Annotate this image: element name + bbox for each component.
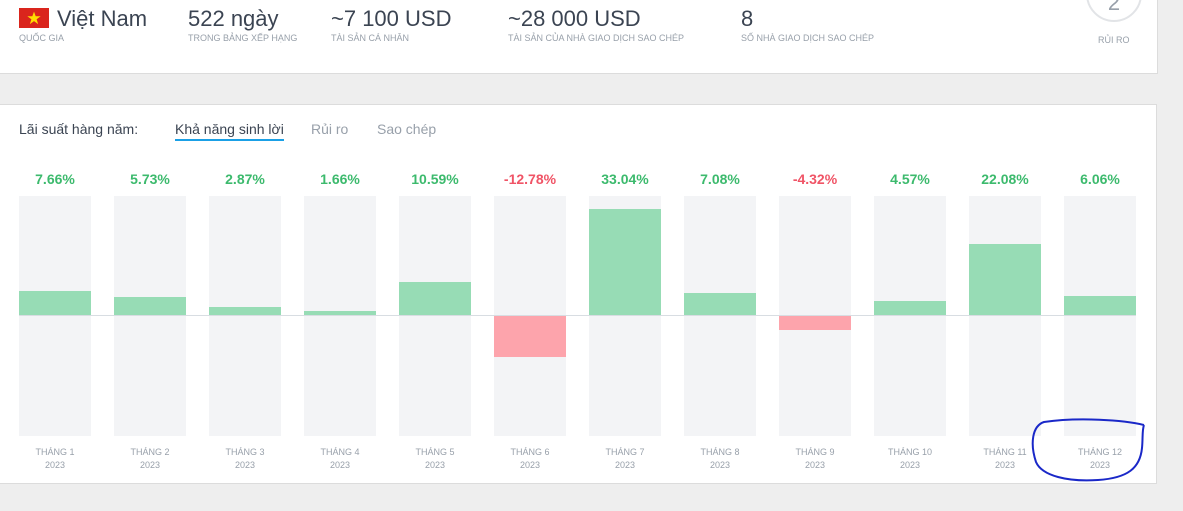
month-year: 2023 <box>899 460 921 470</box>
copier-assets-label: Tài sản của nhà giao dịch sao chép <box>508 33 685 43</box>
month-return-label: 4.57% <box>890 171 930 187</box>
month-return-bar <box>589 208 661 316</box>
month-axis-label: THÁNG 3 2023 <box>209 446 281 472</box>
month-name: THÁNG 2 <box>130 447 170 457</box>
month-axis-label: THÁNG 2 2023 <box>114 446 186 472</box>
month-return-bar <box>399 281 471 316</box>
tab-risk[interactable]: Rủi ro <box>311 121 349 137</box>
profitability-card: Lãi suất hàng năm: Khả năng sinh lời Rủi… <box>0 104 1157 484</box>
month-year: 2023 <box>994 460 1016 470</box>
month-bar-track[interactable] <box>304 196 376 436</box>
month-return-bar <box>19 291 91 316</box>
month-bar-track[interactable] <box>19 196 91 436</box>
month-return-bar <box>494 316 566 358</box>
days-label: Trong bảng xếp hạng <box>188 33 298 43</box>
days-value: 522 ngày <box>188 6 279 31</box>
month-return-label: 33.04% <box>601 171 649 187</box>
month-axis-label: THÁNG 10 2023 <box>874 446 946 472</box>
tab-copy[interactable]: Sao chép <box>377 121 437 137</box>
zero-baseline <box>19 315 1136 316</box>
personal-assets-label: Tài sản cá nhân <box>331 33 410 43</box>
month-return-label: 7.08% <box>700 171 740 187</box>
month-return-label: 1.66% <box>320 171 360 187</box>
month-bar-track[interactable] <box>399 196 471 436</box>
month-bar-track[interactable] <box>209 196 281 436</box>
month-return-bar <box>1064 296 1136 316</box>
month-return-bar <box>114 297 186 316</box>
month-return-bar <box>874 301 946 316</box>
month-return-bar <box>779 316 851 330</box>
days-stat: 522 ngày Trong bảng xếp hạng <box>188 6 297 44</box>
month-bar-track[interactable] <box>114 196 186 436</box>
month-name: THÁNG 5 <box>415 447 455 457</box>
copiers-stat: 8 Số nhà giao dịch sao chép <box>741 6 874 44</box>
personal-assets-value: ~7 100 USD <box>331 6 452 31</box>
month-axis-label: THÁNG 6 2023 <box>494 446 566 472</box>
month-year: 2023 <box>709 460 731 470</box>
month-year: 2023 <box>614 460 636 470</box>
copiers-label: Số nhà giao dịch sao chép <box>741 33 875 43</box>
month-bar-track[interactable] <box>494 196 566 436</box>
month-return-label: 6.06% <box>1080 171 1120 187</box>
month-return-bar <box>969 244 1041 316</box>
month-axis-label: THÁNG 8 2023 <box>684 446 756 472</box>
month-axis-label: THÁNG 9 2023 <box>779 446 851 472</box>
month-return-label: -12.78% <box>503 171 557 187</box>
month-name: THÁNG 8 <box>700 447 740 457</box>
month-name: THÁNG 7 <box>605 447 645 457</box>
month-return-label: 7.66% <box>35 171 75 187</box>
copiers-value: 8 <box>741 6 754 31</box>
month-return-bar <box>209 306 281 316</box>
month-bar-track[interactable] <box>874 196 946 436</box>
month-bar-track[interactable] <box>684 196 756 436</box>
month-bar-track[interactable] <box>589 196 661 436</box>
personal-assets-stat: ~7 100 USD Tài sản cá nhân <box>331 6 451 44</box>
month-name: THÁNG 12 <box>1077 447 1122 457</box>
month-axis-label: THÁNG 11 2023 <box>969 446 1041 472</box>
annual-rate-label: Lãi suất hàng năm: <box>19 121 139 137</box>
month-year: 2023 <box>519 460 541 470</box>
month-bar-track[interactable] <box>779 196 851 436</box>
month-year: 2023 <box>424 460 446 470</box>
copier-assets-value: ~28 000 USD <box>508 6 641 31</box>
month-axis-label: THÁNG 1 2023 <box>19 446 91 472</box>
month-axis-label: THÁNG 4 2023 <box>304 446 376 472</box>
trader-summary-card: Việt Nam Quốc gia 522 ngày Trong bảng xế… <box>0 0 1158 74</box>
month-bar-track[interactable] <box>969 196 1041 436</box>
month-axis-label: THÁNG 5 2023 <box>399 446 471 472</box>
vietnam-flag-icon <box>19 8 49 29</box>
month-name: THÁNG 3 <box>225 447 265 457</box>
month-name: THÁNG 1 <box>35 447 75 457</box>
month-return-label: 2.87% <box>225 171 265 187</box>
tab-profitability[interactable]: Khả năng sinh lời <box>175 121 284 141</box>
risk-score-circle: 2 <box>1086 0 1142 22</box>
month-return-label: 10.59% <box>411 171 459 187</box>
month-bar-track[interactable] <box>1064 196 1136 436</box>
month-name: THÁNG 6 <box>510 447 550 457</box>
country-name: Việt Nam <box>57 6 148 31</box>
month-year: 2023 <box>329 460 351 470</box>
month-year: 2023 <box>1089 460 1111 470</box>
country-label: Quốc gia <box>19 33 65 43</box>
month-year: 2023 <box>234 460 256 470</box>
month-name: THÁNG 9 <box>795 447 835 457</box>
country-stat: Việt Nam Quốc gia <box>19 6 147 44</box>
month-year: 2023 <box>139 460 161 470</box>
month-name: THÁNG 10 <box>887 447 932 457</box>
month-return-label: 5.73% <box>130 171 170 187</box>
month-year: 2023 <box>804 460 826 470</box>
month-axis-label: THÁNG 7 2023 <box>589 446 661 472</box>
month-return-label: -4.32% <box>792 171 838 187</box>
month-name: THÁNG 11 <box>983 447 1027 457</box>
month-name: THÁNG 4 <box>320 447 360 457</box>
month-return-label: 22.08% <box>981 171 1029 187</box>
month-axis-label: THÁNG 12 2023 <box>1064 446 1136 472</box>
month-return-bar <box>684 293 756 316</box>
month-year: 2023 <box>44 460 66 470</box>
copier-assets-stat: ~28 000 USD Tài sản của nhà giao dịch sa… <box>508 6 684 44</box>
month-return-bar <box>304 310 376 316</box>
risk-label: Rủi ro <box>1098 35 1130 45</box>
